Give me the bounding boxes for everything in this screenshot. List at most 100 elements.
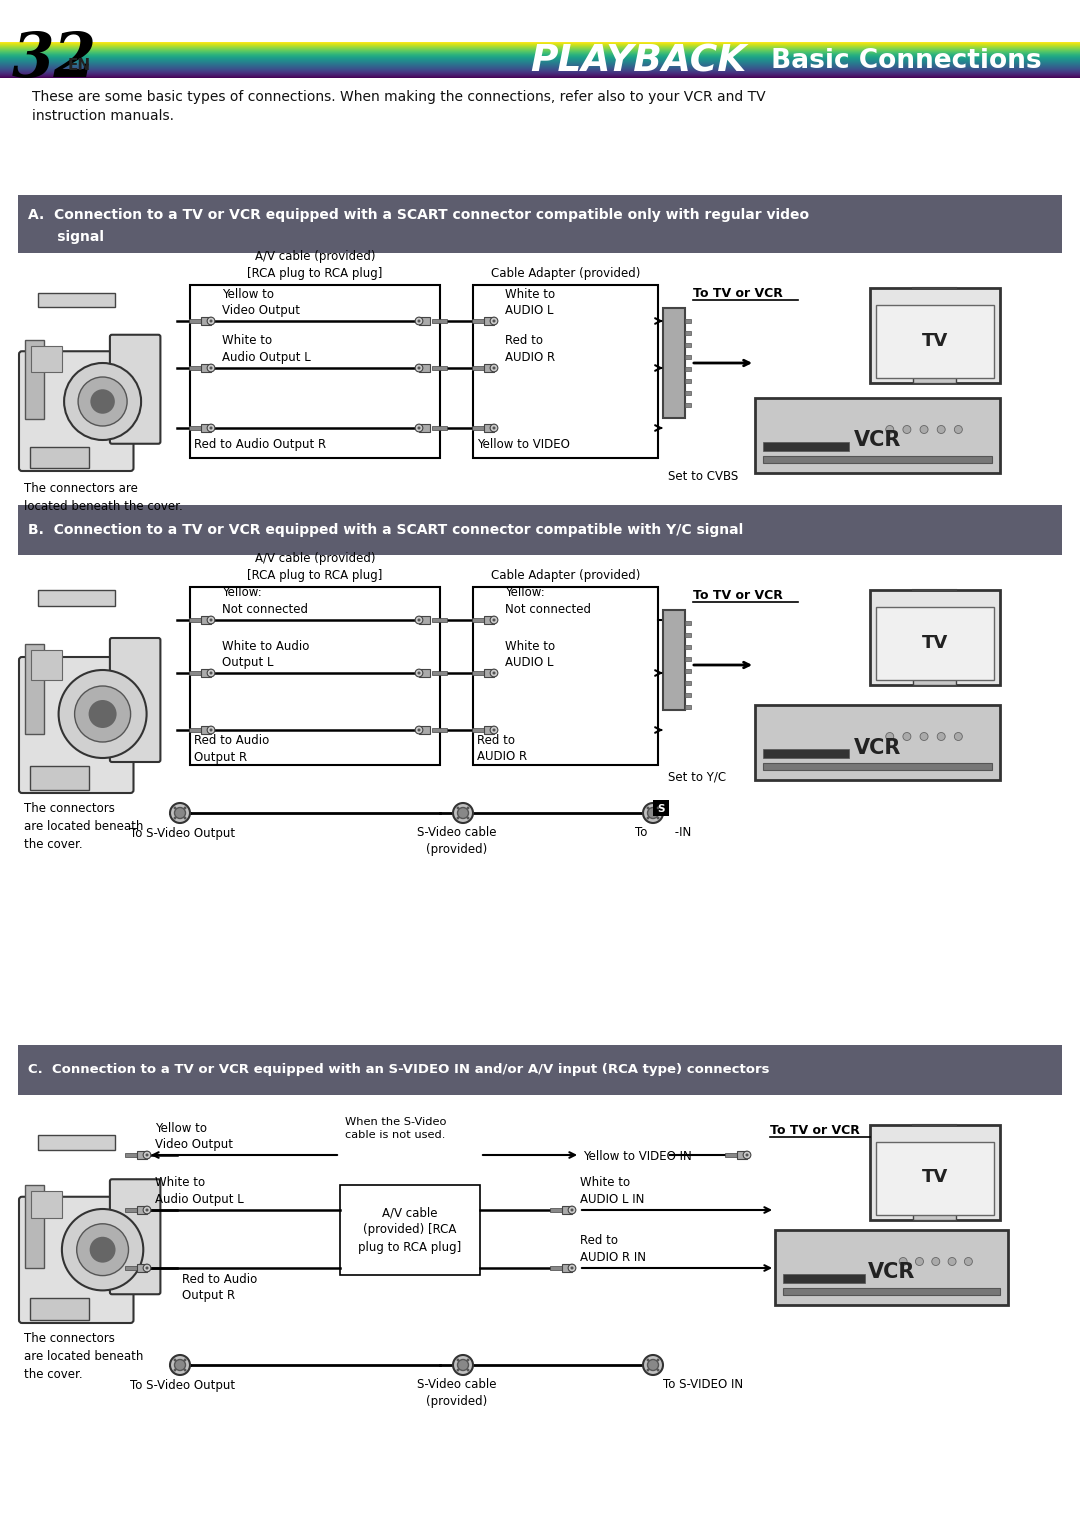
FancyBboxPatch shape <box>110 334 161 443</box>
Bar <box>38 1134 114 1150</box>
Text: Red to Audio Output R: Red to Audio Output R <box>194 438 326 451</box>
Text: Yellow:
Not connected: Yellow: Not connected <box>222 587 308 616</box>
Circle shape <box>75 685 131 742</box>
Bar <box>876 1142 994 1216</box>
Circle shape <box>58 670 147 757</box>
Bar <box>189 319 204 323</box>
Text: Red to
AUDIO R IN: Red to AUDIO R IN <box>580 1234 646 1265</box>
Circle shape <box>955 733 962 740</box>
Bar <box>913 376 956 383</box>
Circle shape <box>643 1355 663 1375</box>
Bar <box>190 587 440 765</box>
Circle shape <box>745 1153 748 1156</box>
Circle shape <box>175 1360 186 1371</box>
Bar <box>432 618 447 622</box>
Text: VCR: VCR <box>868 1263 915 1283</box>
Circle shape <box>490 616 498 624</box>
Circle shape <box>174 806 176 809</box>
Bar <box>783 1274 865 1283</box>
Circle shape <box>207 668 215 678</box>
Bar <box>201 423 211 432</box>
Circle shape <box>418 319 420 322</box>
Circle shape <box>916 1257 923 1266</box>
Circle shape <box>492 618 496 621</box>
Bar <box>876 305 994 379</box>
Circle shape <box>210 671 213 675</box>
Circle shape <box>144 1151 151 1159</box>
Bar <box>201 725 211 734</box>
Bar <box>472 728 487 733</box>
Text: B.  Connection to a TV or VCR equipped with a SCART connector compatible with Y/: B. Connection to a TV or VCR equipped wi… <box>28 523 743 537</box>
Circle shape <box>647 1369 649 1372</box>
Bar <box>472 670 487 676</box>
Bar <box>190 285 440 458</box>
Bar <box>38 293 114 307</box>
Bar <box>562 1263 572 1272</box>
Bar <box>472 365 487 371</box>
Bar <box>18 504 1062 555</box>
Bar <box>484 725 494 734</box>
Text: Yellow to VIDEO: Yellow to VIDEO <box>477 438 570 451</box>
Circle shape <box>937 733 945 740</box>
Bar <box>38 590 114 606</box>
Bar <box>124 1153 140 1157</box>
Bar <box>870 590 1000 685</box>
Bar <box>550 1266 565 1271</box>
FancyBboxPatch shape <box>19 351 134 471</box>
Text: White to
AUDIO L: White to AUDIO L <box>505 639 555 668</box>
Circle shape <box>932 1257 940 1266</box>
Circle shape <box>91 389 114 414</box>
Bar <box>484 668 494 678</box>
Text: White to
AUDIO L IN: White to AUDIO L IN <box>580 1176 645 1206</box>
Bar <box>31 1191 63 1219</box>
Bar <box>472 319 487 323</box>
Circle shape <box>175 808 186 819</box>
Text: To S-Video Output: To S-Video Output <box>130 1380 235 1392</box>
Bar <box>432 426 447 431</box>
Bar <box>189 365 204 371</box>
Circle shape <box>490 365 498 373</box>
Circle shape <box>570 1266 573 1269</box>
Bar <box>25 1185 43 1268</box>
Circle shape <box>657 817 660 820</box>
Bar <box>189 618 204 622</box>
Circle shape <box>457 1358 459 1361</box>
Text: White to
AUDIO L: White to AUDIO L <box>505 288 555 317</box>
Text: 32: 32 <box>12 31 97 90</box>
Circle shape <box>207 616 215 624</box>
Bar <box>663 308 685 419</box>
Bar <box>484 317 494 325</box>
Text: Set to CVBS: Set to CVBS <box>669 471 739 483</box>
Circle shape <box>184 1369 187 1372</box>
Bar <box>762 763 993 770</box>
Bar <box>484 616 494 624</box>
Bar <box>685 693 691 698</box>
Bar <box>432 728 447 733</box>
Bar <box>136 1206 147 1214</box>
Text: The connectors
are located beneath
the cover.: The connectors are located beneath the c… <box>24 1332 144 1381</box>
Circle shape <box>490 727 498 734</box>
Circle shape <box>647 806 649 809</box>
Circle shape <box>90 1237 116 1263</box>
Circle shape <box>657 1358 660 1361</box>
Circle shape <box>903 426 910 434</box>
Text: EN: EN <box>68 58 91 74</box>
Circle shape <box>415 727 423 734</box>
Text: Cable Adapter (provided): Cable Adapter (provided) <box>490 267 640 281</box>
Circle shape <box>643 803 663 823</box>
Bar <box>189 728 204 733</box>
Circle shape <box>490 425 498 432</box>
Bar <box>870 288 1000 383</box>
Bar <box>30 1298 89 1320</box>
Bar <box>762 455 993 463</box>
Circle shape <box>170 1355 190 1375</box>
Circle shape <box>146 1153 149 1156</box>
Bar <box>472 618 487 622</box>
Text: To TV or VCR: To TV or VCR <box>770 1124 860 1137</box>
Circle shape <box>457 817 459 820</box>
Bar <box>189 670 204 676</box>
Bar <box>201 363 211 373</box>
Text: These are some basic types of connections. When making the connections, refer al: These are some basic types of connection… <box>32 90 766 124</box>
Circle shape <box>948 1257 956 1266</box>
Circle shape <box>418 366 420 369</box>
